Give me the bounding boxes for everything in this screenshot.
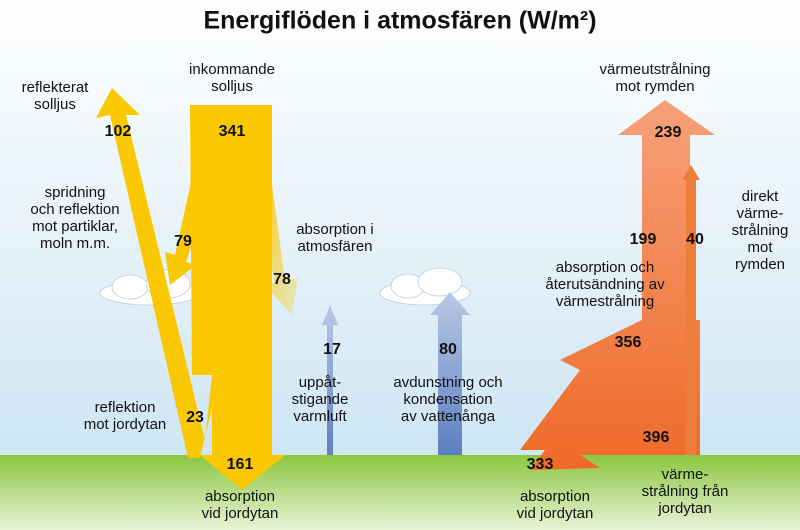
flow-label: och reflektion (30, 201, 119, 218)
flow-label: absorption i (296, 221, 374, 238)
thermal-arrow (322, 305, 338, 455)
flow-value: 161 (227, 456, 254, 473)
flow-label: vid jordytan (517, 505, 594, 522)
flow-value: 102 (105, 123, 132, 140)
flow-value: 78 (273, 271, 291, 288)
flow-label: reflekterat (22, 79, 90, 96)
ground (0, 455, 800, 530)
title: Energiflöden i atmosfären (W/m²) (203, 7, 596, 35)
flow-value: 356 (615, 334, 642, 351)
flow-label: strålning (732, 222, 789, 239)
flow-label: spridning (45, 184, 106, 201)
flow-label: rymden (735, 256, 785, 273)
flow-value: 79 (174, 233, 192, 250)
flow-label: absorption och (556, 259, 654, 276)
flow-label: solljus (211, 78, 253, 95)
flow-label: värme- (737, 205, 784, 222)
scatter-arrow (165, 178, 210, 285)
flow-label: varmluft (293, 408, 347, 425)
flow-label: mot rymden (615, 78, 694, 95)
heat-arrows (520, 100, 715, 470)
flow-label: moln m.m. (40, 235, 110, 252)
flow-label: jordytan (657, 500, 711, 517)
solar-arrows (96, 88, 298, 490)
flow-value: 80 (439, 341, 457, 358)
flow-label: inkommande (189, 61, 275, 78)
flow-label: mot (747, 239, 773, 256)
flow-value: 17 (323, 341, 341, 358)
flow-label: avdunstning och (393, 374, 502, 391)
flow-label: solljus (34, 96, 76, 113)
flow-label: stigande (292, 391, 349, 408)
flow-label: atmosfären (297, 238, 372, 255)
flow-value: 23 (186, 409, 204, 426)
flow-label: värmeutstrålning (600, 61, 711, 78)
flow-value: 333 (527, 456, 554, 473)
flow-label: värme- (662, 466, 709, 483)
flow-label: värmestrålning (556, 293, 654, 310)
convection-arrows (322, 292, 470, 455)
flow-label: direkt (742, 188, 780, 205)
flow-value: 341 (219, 123, 246, 140)
flow-value: 199 (630, 231, 657, 248)
flow-label: mot partiklar, (32, 218, 118, 235)
flow-value: 396 (643, 429, 670, 446)
absorb-atm-arrow (252, 170, 298, 315)
flow-label: reflektion (95, 399, 156, 416)
flow-label: av vattenånga (401, 408, 496, 425)
flow-label: återutsändning av (545, 276, 665, 293)
heat-arrow (520, 100, 715, 470)
flow-label: uppåt- (299, 374, 342, 391)
flow-label: absorption (520, 488, 590, 505)
flow-label: vid jordytan (202, 505, 279, 522)
flow-label: absorption (205, 488, 275, 505)
flow-label: kondensation (403, 391, 492, 408)
direct-arrow (682, 165, 700, 455)
flow-label: mot jordytan (84, 416, 167, 433)
flow-value: 239 (655, 124, 682, 141)
flow-value: 40 (686, 231, 704, 248)
evaporation-arrow (430, 292, 470, 455)
flow-label: strålning från (642, 483, 729, 500)
reflected-arrow (96, 88, 215, 458)
